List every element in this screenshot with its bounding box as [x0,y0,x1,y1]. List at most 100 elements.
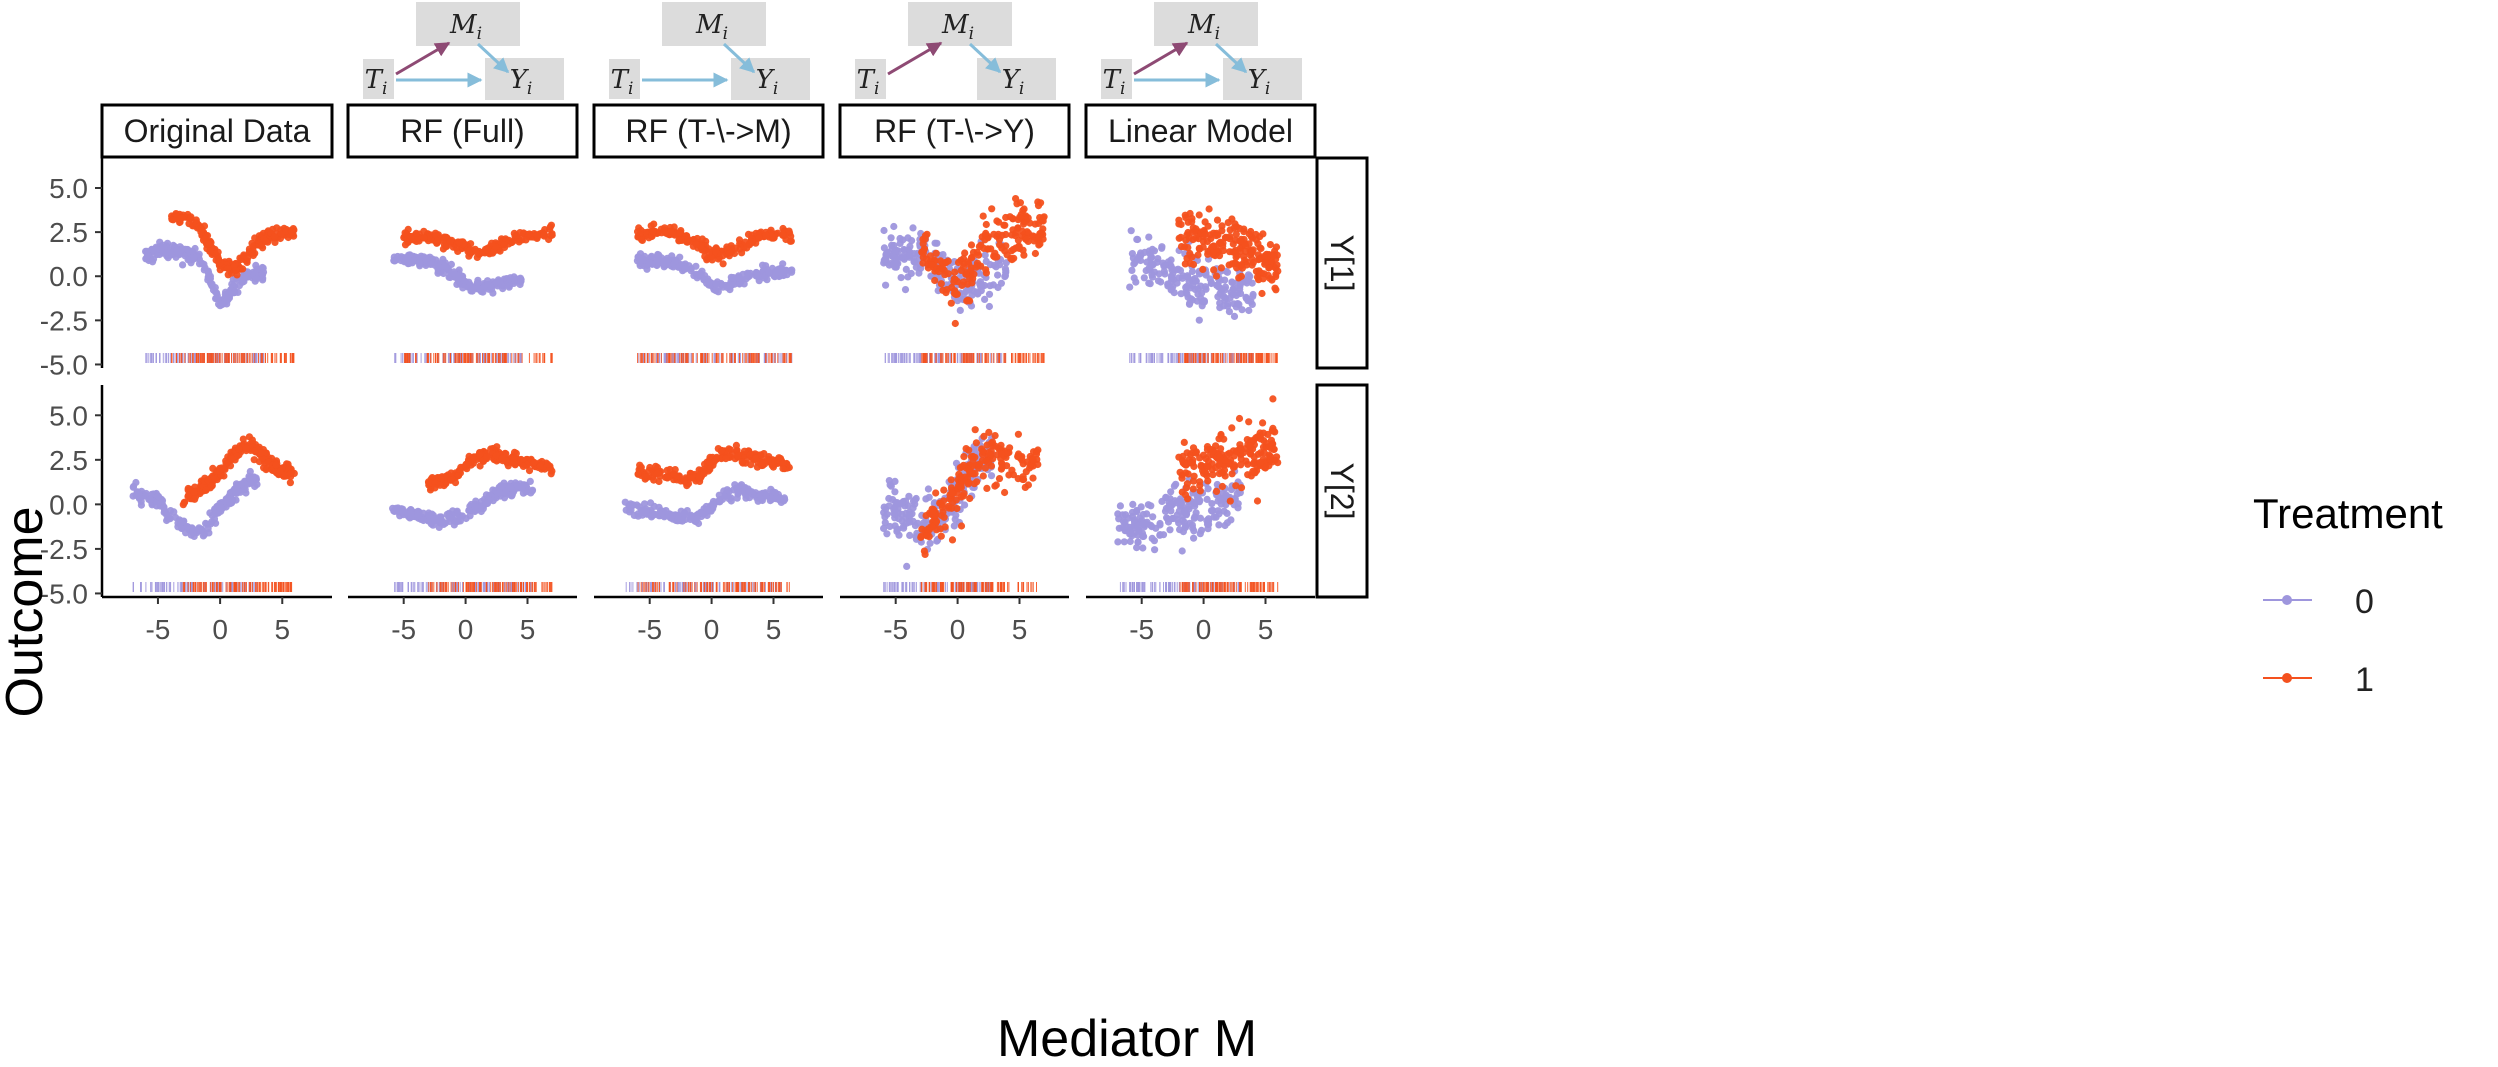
treatment-0-point [788,268,796,276]
treatment-0-point [153,502,161,510]
treatment-0-point [1244,271,1253,279]
causal-dag: Mi Ti Yi [363,2,564,100]
treatment-0-point [454,275,462,283]
treatment-0-point [179,261,187,269]
treatment-1-point [420,234,428,242]
treatment-0-point [908,237,916,245]
treatment-1-point [446,237,455,245]
treatment-0-point [446,514,454,522]
treatment-1-point [982,229,990,237]
treatment-1-point [1213,216,1222,224]
treatment-0-point [662,507,670,515]
treatment-0-point [228,280,236,288]
treatment-1-point [1232,230,1240,238]
row-strip: Y[2] [1315,383,1369,599]
panel-points [880,426,1042,571]
treatment-1-point [684,235,692,243]
plot-panels [129,195,1282,592]
treatment-1-point [548,231,556,239]
treatment-0-point [419,516,428,525]
treatment-1-point [1195,211,1203,219]
treatment-0-point [647,253,655,261]
treatment-1-point [1188,218,1196,226]
treatment-0-point [190,253,198,261]
treatment-1-point [1038,217,1046,225]
treatment-1-point [483,453,491,461]
treatment-1-point [522,236,530,244]
column-strip-box [346,103,579,159]
treatment-1-point [1242,247,1250,255]
treatment-0-point [1184,293,1192,301]
treatment-0-point [1221,294,1229,302]
treatment-0-point [709,500,717,508]
treatment-1-point [202,486,210,494]
treatment-1-point [224,271,232,279]
treatment-0-point [915,269,923,277]
treatment-0-point [699,510,707,518]
causal-dag: Mi Ti Yi [609,2,810,100]
treatment-0-point [1230,312,1239,320]
treatment-0-point [406,509,414,517]
treatment-0-point [725,487,733,495]
dag-arrow-t-to-m [887,41,943,76]
treatment-1-point [1018,227,1026,235]
dag-label-y: Yi [510,65,533,99]
treatment-1-point [1207,235,1215,243]
treatment-0-point [142,489,150,498]
treatment-1-point [1240,228,1248,236]
treatment-1-point [1199,265,1207,273]
dag-arrow-m-to-y [1214,42,1248,74]
treatment-1-point [944,270,952,278]
treatment-0-point [135,493,143,502]
treatment-1-point [1226,233,1234,241]
treatment-1-point [641,473,649,481]
treatment-1-point [515,238,523,246]
treatment-1-point [1177,243,1186,251]
treatment-1-point [1248,255,1256,263]
treatment-0-point [1177,290,1185,298]
treatment-0-point [761,274,769,282]
treatment-1-point [937,280,945,288]
treatment-1-point [951,319,959,328]
treatment-0-point [712,280,720,288]
treatment-0-point [647,499,655,507]
treatment-1-point [991,253,999,261]
treatment-1-point [1020,220,1028,228]
dag-node-m [662,2,766,46]
treatment-1-point [1248,261,1256,269]
treatment-1-point [1272,286,1280,294]
column-strip: RF (T-\->Y) [838,103,1071,159]
treatment-0-point [926,539,934,547]
treatment-0-point [985,302,994,311]
treatment-0-point [771,489,779,497]
treatment-1-point [926,252,935,260]
treatment-1-point [1212,272,1221,280]
panel-points [390,221,556,297]
treatment-0-point [395,507,403,515]
treatment-0-point [985,290,994,298]
treatment-1-point [493,457,501,465]
panel-points [621,441,793,528]
treatment-1-point [1268,258,1276,266]
facet-strips: Original Data RF (Full) RF (T-\->M) RF (T-\… [100,103,1369,599]
treatment-0-point [740,280,748,288]
treatment-0-point [1168,266,1176,274]
treatment-1-point [1252,230,1260,239]
treatment-0-point [429,521,437,529]
treatment-1-point [680,477,688,485]
treatment-0-point [198,259,206,267]
treatment-1-point [719,260,727,268]
dag-label-m: Mi [449,10,482,44]
treatment-0-point [477,507,485,516]
treatment-1-point [228,455,236,463]
treatment-0-point [994,271,1002,279]
treatment-0-point [184,256,192,264]
treatment-1-point [172,210,180,218]
treatment-1-point [775,454,783,462]
treatment-1-point [1266,241,1274,249]
treatment-1-point [204,476,212,484]
treatment-0-point [436,513,444,521]
treatment-1-point [748,238,756,246]
treatment-1-point [726,249,734,257]
